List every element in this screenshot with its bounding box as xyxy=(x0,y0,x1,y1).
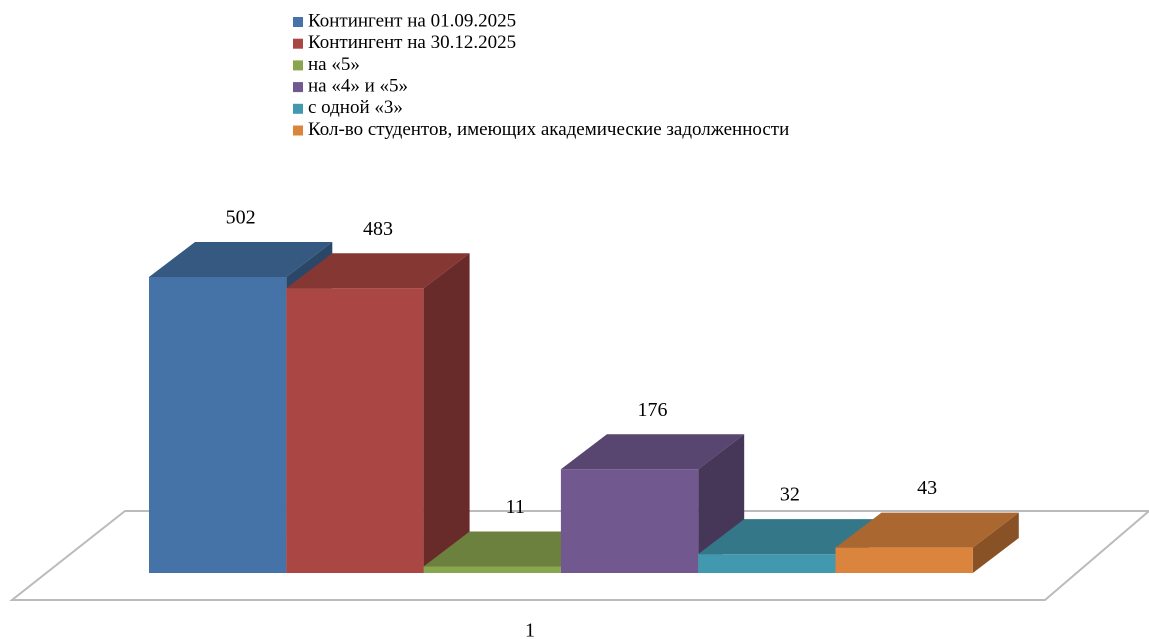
data-label: 176 xyxy=(638,399,668,421)
bar-side xyxy=(972,512,1019,573)
legend-swatch xyxy=(293,125,303,136)
bar-front xyxy=(560,469,699,573)
bar-top xyxy=(149,242,333,277)
data-label: 11 xyxy=(506,496,525,518)
bar-top xyxy=(835,512,1019,548)
bar-front xyxy=(149,277,287,573)
x-tick-label: 1 xyxy=(525,620,535,639)
bar-top xyxy=(698,519,882,555)
bar xyxy=(835,512,1019,573)
legend-swatch xyxy=(293,60,303,71)
bar xyxy=(286,253,470,573)
data-label: 32 xyxy=(780,484,800,506)
legend-label: на «5» xyxy=(308,54,360,75)
bar-side xyxy=(423,253,470,573)
bar-top xyxy=(286,253,470,289)
bar-front xyxy=(698,554,836,573)
legend-label: Контингент на 01.09.2025 xyxy=(308,10,516,31)
legend-swatch xyxy=(293,38,303,49)
bar-front xyxy=(835,547,973,573)
legend-label: с одной «3» xyxy=(308,97,403,118)
legend-swatch xyxy=(293,103,303,114)
bar-top xyxy=(560,434,745,470)
legend-label: Кол-во студентов, имеющих академические … xyxy=(308,119,789,140)
bar-front xyxy=(423,566,561,573)
legend-label: Контингент на 30.12.2025 xyxy=(308,32,516,53)
data-label: 483 xyxy=(363,218,393,240)
legend-label: на «4» и «5» xyxy=(308,75,408,96)
bar-front xyxy=(286,288,424,573)
data-label: 502 xyxy=(226,207,256,229)
legend-swatch xyxy=(293,82,303,93)
legend-swatch xyxy=(293,17,303,27)
data-label: 43 xyxy=(917,477,937,499)
